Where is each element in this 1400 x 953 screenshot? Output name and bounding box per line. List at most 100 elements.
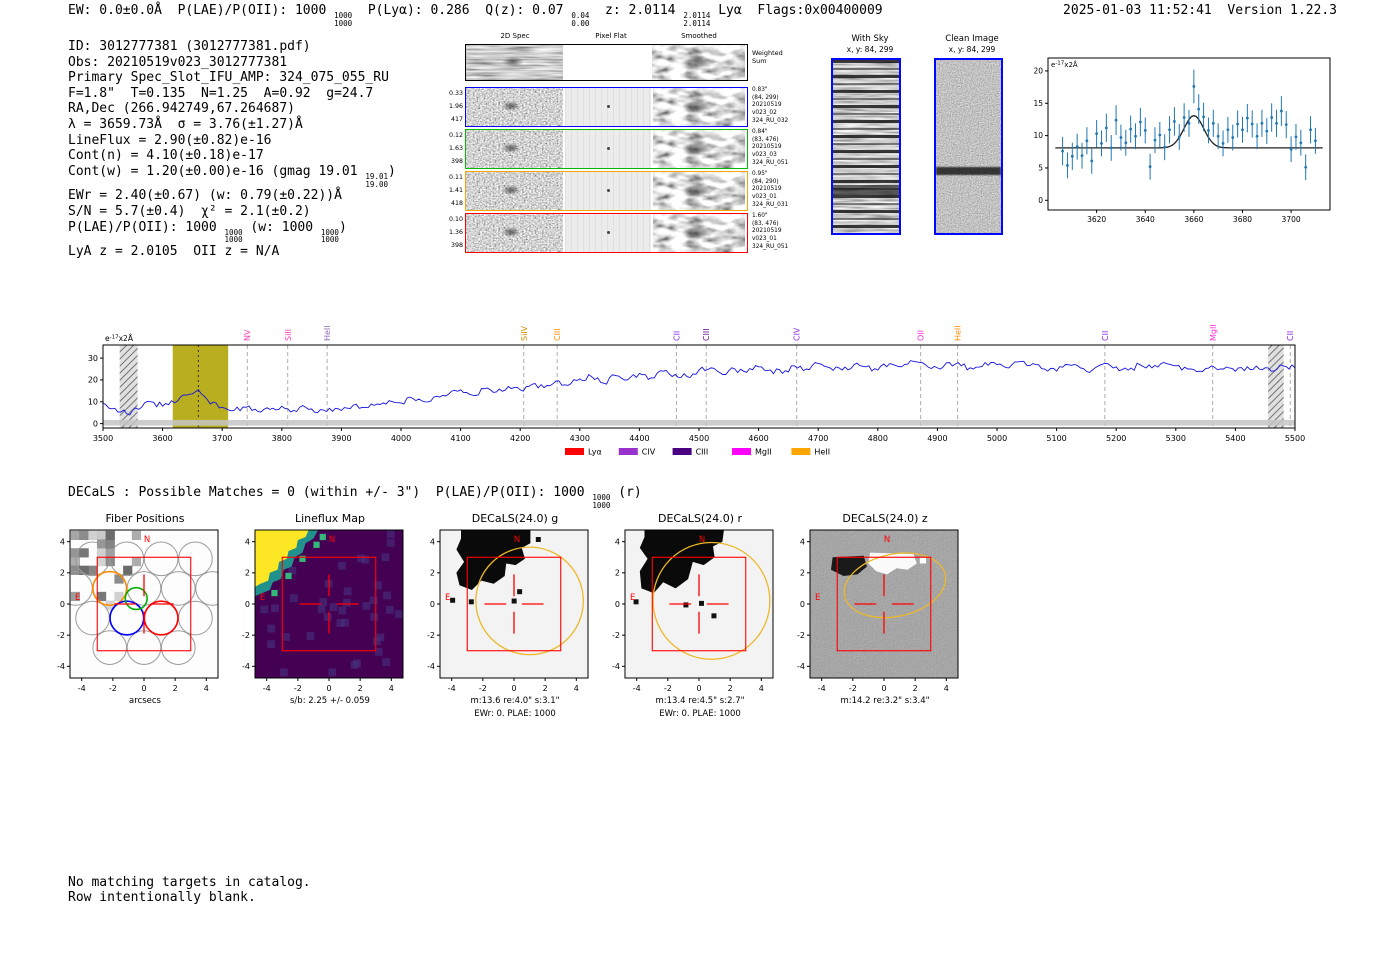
x-tick-label: 0 [511,684,516,693]
div-shape: 0.84" [752,129,768,135]
y-tick-label: -4 [57,662,65,671]
row-left-stats: 0.10 1.36 398 [432,214,463,252]
data-point [1275,121,1278,125]
rect-shape [385,605,394,614]
panel-rband: -4 -4 -2 -2 0 0 2 2 4 4 N E [612,529,774,693]
div-shape: 20210519 [752,186,782,193]
panel-caption-gband-1: EWr: 0. PLAE: 1000 [474,709,556,719]
span-shape: 1000 [592,493,611,502]
div-shape: (84, 299) [752,94,779,101]
div-shape: 1.63 [448,144,463,152]
x-tick-label: 2 [728,684,733,693]
x-tick-label: -4 [633,684,641,693]
x-tick-label: -2 [664,684,672,693]
div-shape: v023_03 [752,152,777,159]
data-point [1100,141,1103,145]
y-tick-label: 2 [60,569,65,578]
fiber-circle [160,571,196,606]
report-timestamp: 2025-01-03 11:52:41 [1063,3,1212,18]
x-tick-label: 0 [881,684,886,693]
emission-smudge [683,226,709,239]
info-text: λ = 3659.73Å σ = 3.76(±1.27)Å [68,116,303,132]
data-point [1168,128,1171,132]
weighted-label-line1: Weighted [752,49,783,57]
east-label: E [75,593,80,603]
spectrum-axes-box [102,344,1296,429]
x-tick-label: 2 [913,684,918,693]
emission-smudge [502,227,520,237]
report-version: Version 1.22.3 [1227,3,1337,18]
span-shape: 1000 [224,235,243,245]
span-shape: 1000 [224,227,243,237]
stacked-value: 1000 1000 [592,494,610,510]
data-point [1114,118,1118,122]
div-shape: v023_02 [752,110,777,117]
rect-shape [285,572,292,580]
rect-shape [70,556,81,567]
data-point [1085,139,1089,143]
rect-shape [374,581,382,590]
div-shape: 324_RU_032 [752,117,789,124]
north-label: N [699,535,705,545]
x-tick-label: -4 [263,684,271,693]
rect-shape [70,591,81,602]
info-text: ) [338,219,347,235]
y-tick-label: 10 [88,398,98,407]
data-point [1231,136,1235,139]
data-point [1187,121,1191,125]
legend-swatch [791,448,811,455]
rect-shape [711,613,717,619]
span-shape: 1000 [320,227,339,237]
rect-shape [70,548,81,558]
rect-shape [535,537,541,542]
data-point [1304,165,1308,169]
legend-label: MgII [755,448,772,457]
panel-gband: -4 -4 -2 -2 0 0 2 2 4 4 N E [427,529,589,693]
x-tick-label: 3700 [212,434,232,443]
footer-line-1: No matching targets in catalog. [68,875,311,890]
rect-shape [96,548,107,558]
rect-shape [288,566,297,575]
y-tick-label: 2 [800,569,805,578]
panel-caption-lineflux-0: s/b: 2.25 +/- 0.059 [290,696,370,706]
fiber-green [124,586,148,611]
data-point [1109,146,1113,150]
data-point [1143,129,1147,132]
svg-shape [936,60,1001,233]
info-text: Primary Spec_Slot_IFU_AMP: 324_075_055_R… [68,70,389,86]
div-shape: 1.60" [752,213,768,219]
sky-lines-overlay [833,60,899,233]
rest-line-label: SiIV [520,325,529,341]
info-text: (w: 1000 [242,219,321,235]
x-tick-label: 3600 [152,434,172,443]
x-tick-label: 3620 [1087,215,1106,224]
y-tick-label: 0 [93,419,98,428]
header-summary: EW: 0.0±0.0Å P(LAE)/P(OII): 1000 1000 100… [68,3,883,28]
y-tick-label: 4 [430,537,435,546]
info-text: RA,Dec (266.942749,67.264687) [68,101,295,117]
rect-shape [936,60,1001,233]
panel-title-lineflux: Lineflux Map [294,512,366,525]
east-label: E [815,593,820,603]
panel-lineflux: -4 -4 -2 -2 0 0 2 2 4 4 N E [242,529,404,693]
x-tick-label: 3680 [1233,215,1252,224]
y-tick-label: -4 [427,662,435,671]
rect-shape [79,530,89,541]
div-shape: 324_RU_031 [752,201,789,208]
div-shape: 418 [450,199,463,207]
fiber-pixelflat-image [565,214,651,252]
fiber-circle [75,541,110,577]
data-point [1158,133,1162,137]
y-tick-label: -2 [57,631,65,640]
div-shape: 20210519 [752,228,782,235]
fiber-2dspec-image [466,172,563,210]
fiber-smoothed-image [653,172,745,210]
rect-shape [343,587,352,596]
data-point [1090,159,1094,163]
x-tick-label: 4000 [391,434,411,443]
north-label: N [144,535,150,545]
data-point [1138,120,1142,124]
stacked-value: 19.01 19.00 [365,172,388,189]
div-shape: 324_RU_051 [752,243,789,250]
